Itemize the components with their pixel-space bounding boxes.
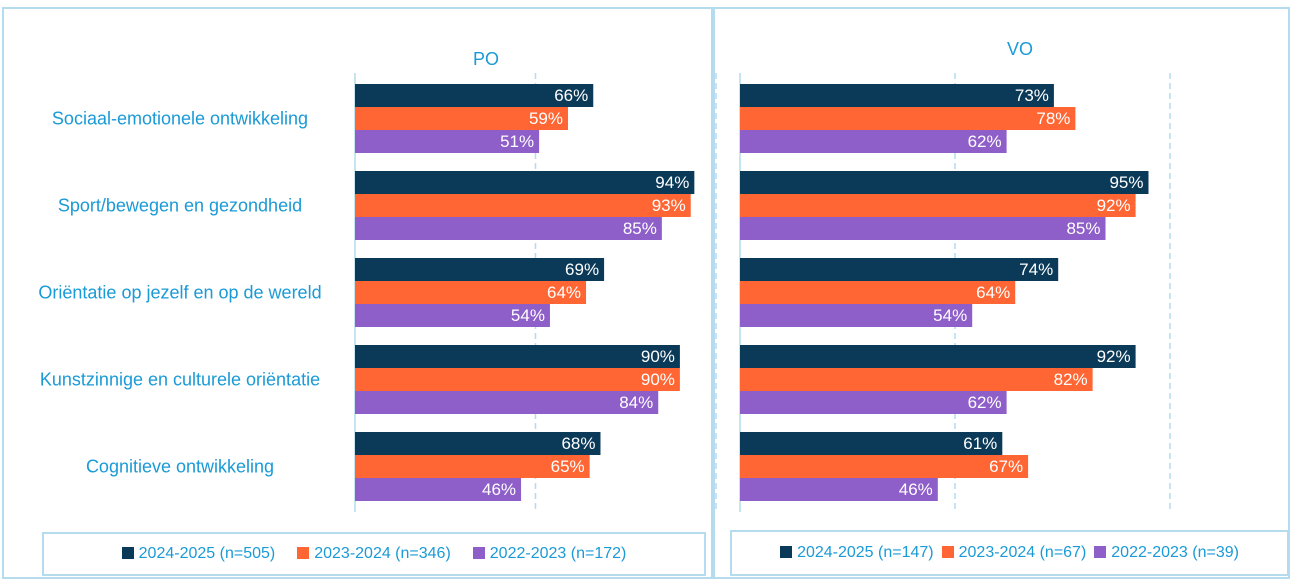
legend-item: 2023-2024 (n=67) — [941, 544, 1087, 562]
bar — [740, 281, 1016, 304]
value-label: 82% — [1054, 370, 1088, 389]
category-label: Cognitieve ontwikkeling — [85, 456, 275, 476]
value-label: 92% — [1097, 196, 1131, 215]
value-label: 46% — [482, 480, 516, 499]
value-label: 69% — [565, 260, 599, 279]
legend-swatch — [121, 547, 134, 559]
bar — [740, 304, 973, 327]
legend-swatch — [941, 546, 954, 558]
value-label: 95% — [1109, 173, 1143, 192]
bar — [740, 391, 1007, 414]
legend: 2024-2025 (n=505) 2023-2024 (n=346) 2022-2… — [42, 532, 706, 576]
bar — [740, 368, 1093, 391]
value-label: 64% — [976, 283, 1010, 302]
bar — [355, 345, 680, 368]
value-label: 93% — [652, 196, 686, 215]
legend-label: 2023-2024 (n=346) — [314, 545, 451, 562]
category-label: Sociaal-emotionele ontwikkeling — [51, 108, 309, 128]
legend-label: 2024-2025 (n=147) — [797, 544, 934, 561]
legend-item: 2023-2024 (n=346) — [297, 545, 451, 563]
value-label: 64% — [547, 283, 581, 302]
value-label: 85% — [1066, 219, 1100, 238]
value-label: 68% — [561, 434, 595, 453]
category-label: Oriëntatie op jezelf en op de wereld — [38, 282, 322, 302]
category-label: Sport/bewegen en gezondheid — [57, 195, 303, 215]
bar — [355, 432, 601, 455]
legend-item: 2024-2025 (n=147) — [780, 544, 934, 562]
value-label: 61% — [963, 434, 997, 453]
bar — [355, 368, 680, 391]
value-label: 62% — [968, 393, 1002, 412]
chart-title: PO — [473, 49, 499, 69]
value-label: 59% — [529, 109, 563, 128]
bar — [355, 281, 587, 304]
legend-label: 2022-2023 (n=39) — [1111, 544, 1239, 561]
bar — [355, 194, 691, 217]
legend-item: 2022-2023 (n=172) — [472, 545, 627, 563]
bar — [740, 171, 1149, 194]
legend-swatch — [472, 547, 485, 559]
value-label: 54% — [511, 306, 545, 325]
value-label: 66% — [554, 86, 588, 105]
value-label: 78% — [1036, 109, 1070, 128]
bar — [355, 107, 568, 130]
bar — [355, 304, 550, 327]
legend-swatch — [780, 546, 793, 558]
legend-item: 2024-2025 (n=505) — [121, 545, 276, 563]
bar — [740, 217, 1106, 240]
value-label: 51% — [500, 132, 534, 151]
bar — [355, 130, 540, 153]
panel — [713, 7, 1290, 579]
bar — [355, 171, 695, 194]
value-label: 90% — [641, 370, 675, 389]
bar — [740, 107, 1076, 130]
legend-swatch — [297, 547, 310, 559]
category-label: Kunstzinnige en culturele oriëntatie — [39, 369, 321, 389]
legend-label: 2024-2025 (n=505) — [138, 545, 276, 562]
bar — [740, 84, 1054, 107]
value-label: 62% — [968, 132, 1002, 151]
bar — [740, 345, 1136, 368]
bar — [355, 84, 594, 107]
value-label: 46% — [899, 480, 933, 499]
value-label: 65% — [551, 457, 585, 476]
bar — [740, 432, 1003, 455]
bar — [740, 258, 1059, 281]
legend-label: 2022-2023 (n=172) — [489, 545, 627, 562]
bar — [740, 478, 938, 501]
value-label: 90% — [641, 347, 675, 366]
chart-title: VO — [1007, 39, 1033, 59]
value-label: 84% — [619, 393, 653, 412]
bar — [740, 455, 1029, 478]
value-label: 73% — [1015, 86, 1049, 105]
bar — [355, 478, 522, 501]
legend-item: 2022-2023 (n=39) — [1094, 544, 1239, 562]
value-label: 85% — [623, 219, 657, 238]
bar — [355, 258, 605, 281]
bar — [355, 455, 590, 478]
bar — [355, 391, 659, 414]
value-label: 94% — [655, 173, 689, 192]
legend-label: 2023-2024 (n=67) — [958, 544, 1087, 561]
bar — [355, 217, 662, 240]
panel — [2, 7, 713, 579]
bar — [740, 194, 1136, 217]
legend: 2024-2025 (n=147) 2023-2024 (n=67) 2022-20… — [730, 530, 1289, 576]
bar — [740, 130, 1007, 153]
value-label: 54% — [933, 306, 967, 325]
value-label: 67% — [989, 457, 1023, 476]
value-label: 92% — [1097, 347, 1131, 366]
legend-swatch — [1094, 546, 1107, 558]
value-label: 74% — [1019, 260, 1053, 279]
